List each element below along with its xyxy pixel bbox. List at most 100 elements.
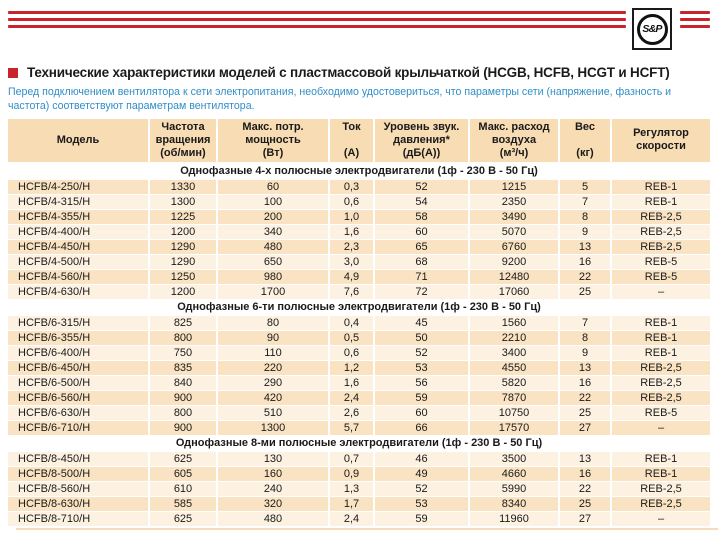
value-cell: REB-2,5 (612, 481, 710, 497)
model-cell: HCFB/6-315/H (8, 315, 150, 331)
red-stripes-left (8, 8, 626, 32)
value-cell: 7870 (470, 390, 560, 406)
value-cell: 340 (218, 224, 330, 240)
model-cell: HCFB/6-500/H (8, 375, 150, 391)
table-header-row: Модель Частота вращения (об/мин) Макс. п… (8, 118, 710, 164)
table-row: HCFB/4-450/H 1290 480 2,3 65 6760 13 REB-2,5 (8, 239, 710, 255)
value-cell: REB-1 (612, 451, 710, 467)
value-cell: 1300 (218, 420, 330, 436)
value-cell: 1215 (470, 179, 560, 195)
value-cell: 1200 (150, 284, 218, 300)
model-cell: HCFB/6-450/H (8, 360, 150, 376)
value-cell: 0,9 (330, 466, 375, 482)
value-cell: REB-1 (612, 194, 710, 210)
value-cell: 320 (218, 496, 330, 512)
value-cell: REB-2,5 (612, 224, 710, 240)
value-cell: 53 (375, 496, 470, 512)
value-cell: 1200 (150, 224, 218, 240)
value-cell: 12480 (470, 269, 560, 285)
value-cell: 1700 (218, 284, 330, 300)
value-cell: – (612, 511, 710, 527)
value-cell: 0,6 (330, 345, 375, 361)
model-cell: HCFB/4-250/H (8, 179, 150, 195)
value-cell: 13 (560, 360, 612, 376)
value-cell: 840 (150, 375, 218, 391)
table-row: HCFB/4-560/H 1250 980 4,9 71 12480 22 REB-5 (8, 269, 710, 285)
table-row: HCFB/4-500/H 1290 650 3,0 68 9200 16 REB-5 (8, 254, 710, 270)
value-cell: 8 (560, 209, 612, 225)
table-row: HCFB/4-315/H 1300 100 0,6 54 2350 7 REB-1 (8, 194, 710, 210)
col-header-model: Модель (8, 118, 150, 164)
value-cell: 80 (218, 315, 330, 331)
value-cell: REB-5 (612, 254, 710, 270)
value-cell: 900 (150, 390, 218, 406)
table-row: HCFB/8-450/H 625 130 0,7 46 3500 13 REB-1 (8, 451, 710, 467)
value-cell: REB-5 (612, 405, 710, 421)
table-row: HCFB/6-400/H 750 110 0,6 52 3400 9 REB-1 (8, 345, 710, 361)
sp-logo: S&P (632, 8, 672, 50)
value-cell: 27 (560, 420, 612, 436)
value-cell: 45 (375, 315, 470, 331)
value-cell: 900 (150, 420, 218, 436)
value-cell: 480 (218, 511, 330, 527)
value-cell: 3,0 (330, 254, 375, 270)
col-header-regulator: Регулятор скорости (612, 118, 710, 164)
value-cell: 66 (375, 420, 470, 436)
model-cell: HCFB/6-355/H (8, 330, 150, 346)
value-cell: 16 (560, 375, 612, 391)
value-cell: 3490 (470, 209, 560, 225)
value-cell: 980 (218, 269, 330, 285)
value-cell: 2350 (470, 194, 560, 210)
value-cell: 0,3 (330, 179, 375, 195)
value-cell: 2,4 (330, 511, 375, 527)
value-cell: REB-1 (612, 466, 710, 482)
col-header-speed: Частота вращения (об/мин) (150, 118, 218, 164)
model-cell: HCFB/8-560/H (8, 481, 150, 497)
value-cell: 11960 (470, 511, 560, 527)
value-cell: 59 (375, 390, 470, 406)
value-cell: REB-1 (612, 315, 710, 331)
col-header-current: Ток (А) (330, 118, 375, 164)
value-cell: 17060 (470, 284, 560, 300)
value-cell: REB-1 (612, 179, 710, 195)
value-cell: 1,3 (330, 481, 375, 497)
value-cell: 240 (218, 481, 330, 497)
value-cell: 1,6 (330, 375, 375, 391)
value-cell: 4,9 (330, 269, 375, 285)
value-cell: 22 (560, 481, 612, 497)
col-header-noise: Уровень звук. давления* (дБ(А)) (375, 118, 470, 164)
model-cell: HCFB/8-630/H (8, 496, 150, 512)
value-cell: 1250 (150, 269, 218, 285)
value-cell: – (612, 420, 710, 436)
value-cell: 27 (560, 511, 612, 527)
value-cell: 5820 (470, 375, 560, 391)
value-cell: 625 (150, 511, 218, 527)
value-cell: 0,4 (330, 315, 375, 331)
table-row: HCFB/6-630/H 800 510 2,6 60 10750 25 REB-5 (8, 405, 710, 421)
sp-logo-circle: S&P (636, 13, 668, 45)
value-cell: 605 (150, 466, 218, 482)
value-cell: REB-2,5 (612, 209, 710, 225)
value-cell: 0,7 (330, 451, 375, 467)
value-cell: 0,6 (330, 194, 375, 210)
sp-logo-text: S&P (642, 23, 662, 35)
value-cell: 25 (560, 496, 612, 512)
value-cell: 220 (218, 360, 330, 376)
model-cell: HCFB/4-400/H (8, 224, 150, 240)
value-cell: 9200 (470, 254, 560, 270)
value-cell: 60 (375, 224, 470, 240)
value-cell: 4550 (470, 360, 560, 376)
value-cell: REB-1 (612, 330, 710, 346)
value-cell: 25 (560, 405, 612, 421)
value-cell: 800 (150, 405, 218, 421)
table-row: HCFB/4-400/H 1200 340 1,6 60 5070 9 REB-2,5 (8, 224, 710, 240)
table-row: HCFB/6-355/H 800 90 0,5 50 2210 8 REB-1 (8, 330, 710, 346)
red-stripes-right (680, 8, 710, 32)
value-cell: 1,6 (330, 224, 375, 240)
value-cell: 49 (375, 466, 470, 482)
value-cell: 750 (150, 345, 218, 361)
col-header-airflow: Макс. расход воздуха (м³/ч) (470, 118, 560, 164)
value-cell: REB-1 (612, 345, 710, 361)
value-cell: REB-2,5 (612, 375, 710, 391)
